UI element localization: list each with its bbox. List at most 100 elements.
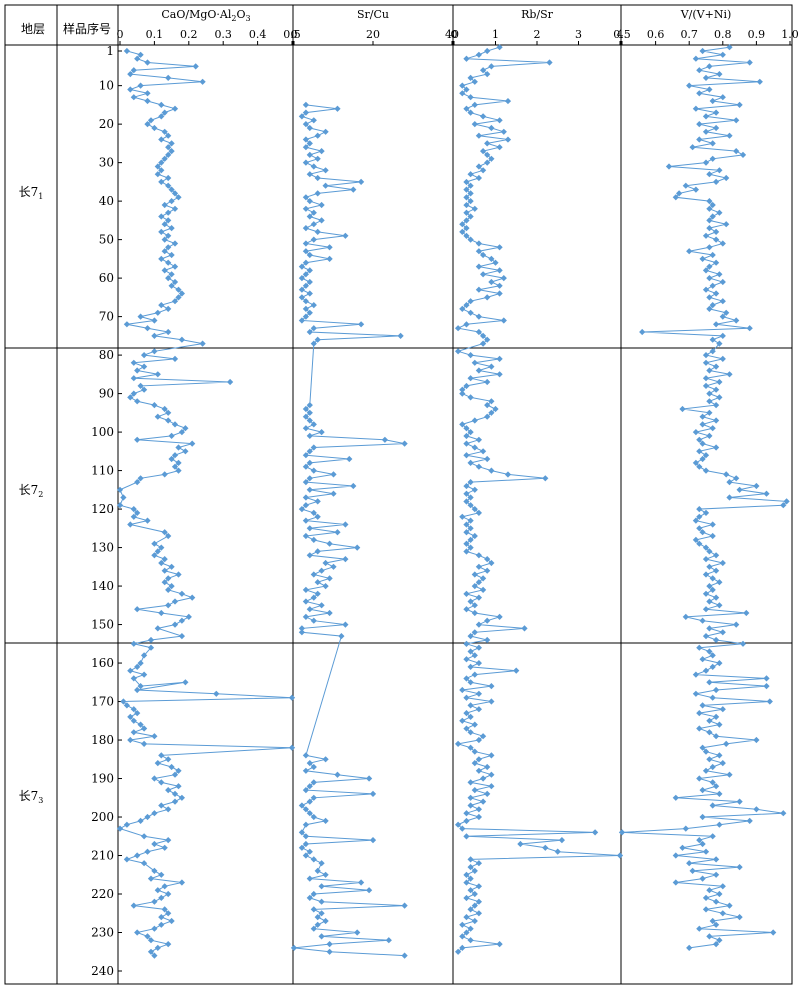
data-point (479, 586, 487, 594)
data-point (314, 513, 321, 520)
data-point (168, 917, 175, 925)
data-point (288, 694, 296, 701)
data-point (488, 467, 495, 474)
data-point (120, 494, 127, 501)
y-tick-label: 80 (99, 348, 114, 362)
data-point (471, 786, 478, 794)
data-point (306, 267, 313, 274)
data-point (692, 517, 700, 524)
data-point (488, 409, 495, 416)
data-point (736, 486, 743, 493)
data-point (161, 267, 168, 274)
data-point (318, 910, 325, 917)
data-point (151, 540, 158, 547)
data-point (702, 128, 710, 135)
data-point (314, 190, 321, 197)
data-point (696, 448, 703, 455)
data-point (463, 105, 470, 112)
data-point (753, 736, 760, 744)
y-tick-label: 30 (99, 156, 114, 170)
data-point (161, 471, 168, 478)
data-point (171, 621, 179, 628)
data-point (298, 286, 306, 293)
data-point (479, 448, 487, 455)
data-point (467, 236, 474, 243)
data-point (488, 698, 495, 705)
data-point (463, 725, 470, 732)
data-point (496, 613, 503, 621)
data-point (719, 910, 726, 917)
data-point (130, 375, 137, 382)
data-point (479, 271, 487, 278)
data-point (716, 70, 723, 78)
data-point (726, 771, 733, 778)
data-point (706, 390, 713, 397)
data-point (712, 552, 720, 559)
data-point (702, 606, 710, 613)
data-point (716, 394, 723, 401)
data-point (459, 717, 466, 724)
data-point (310, 236, 317, 243)
data-point (134, 509, 141, 517)
data-point (496, 244, 503, 251)
data-point (591, 829, 599, 836)
data-point (706, 409, 713, 416)
data-point (330, 490, 337, 497)
data-point (471, 359, 478, 366)
data-point (500, 128, 507, 135)
data-point (753, 806, 760, 813)
x-tick-label: 0.8 (714, 28, 732, 41)
y-tick-label: 200 (91, 810, 114, 824)
data-point (314, 921, 321, 928)
sample-index-axis: 1102030405060708090100110120130140150160… (91, 44, 122, 978)
data-point (783, 498, 790, 505)
data-point (302, 517, 310, 524)
y-tick-label: 140 (91, 579, 114, 593)
data-point (471, 609, 478, 617)
data-point (467, 298, 474, 305)
data-point (504, 136, 512, 143)
data-point (467, 729, 474, 736)
data-point (712, 236, 720, 243)
data-point (151, 348, 158, 355)
data-point (709, 802, 716, 809)
x-tick-label: 20 (366, 28, 380, 41)
data-point (158, 609, 165, 617)
data-point (712, 733, 720, 740)
data-point (151, 124, 158, 132)
data-point (318, 428, 325, 436)
data-point (302, 821, 310, 828)
x-tick-label: 2 (534, 28, 541, 41)
data-point (165, 756, 172, 763)
data-point (712, 363, 720, 370)
data-point (459, 305, 466, 313)
sample-index-header: 样品序号 (63, 21, 111, 36)
data-point (719, 355, 726, 363)
data-point (154, 887, 161, 894)
data-point (314, 155, 321, 162)
data-point (165, 786, 172, 794)
data-point (463, 914, 470, 921)
data-point (463, 817, 470, 825)
data-point (726, 478, 733, 486)
data-point (467, 702, 474, 709)
data-point (496, 267, 503, 274)
data-point (517, 840, 524, 848)
data-point (318, 883, 325, 890)
data-point (723, 471, 730, 478)
data-point (165, 151, 172, 159)
series-line (621, 46, 788, 949)
data-point (712, 109, 720, 116)
data-point (151, 810, 158, 817)
data-point (302, 159, 310, 166)
data-point (459, 421, 466, 428)
data-point (310, 221, 317, 228)
data-point (696, 136, 703, 143)
data-point (154, 413, 161, 420)
data-point (192, 63, 199, 70)
data-point (692, 105, 700, 112)
data-point (736, 101, 743, 109)
data-point (706, 582, 713, 590)
data-point (496, 282, 503, 289)
